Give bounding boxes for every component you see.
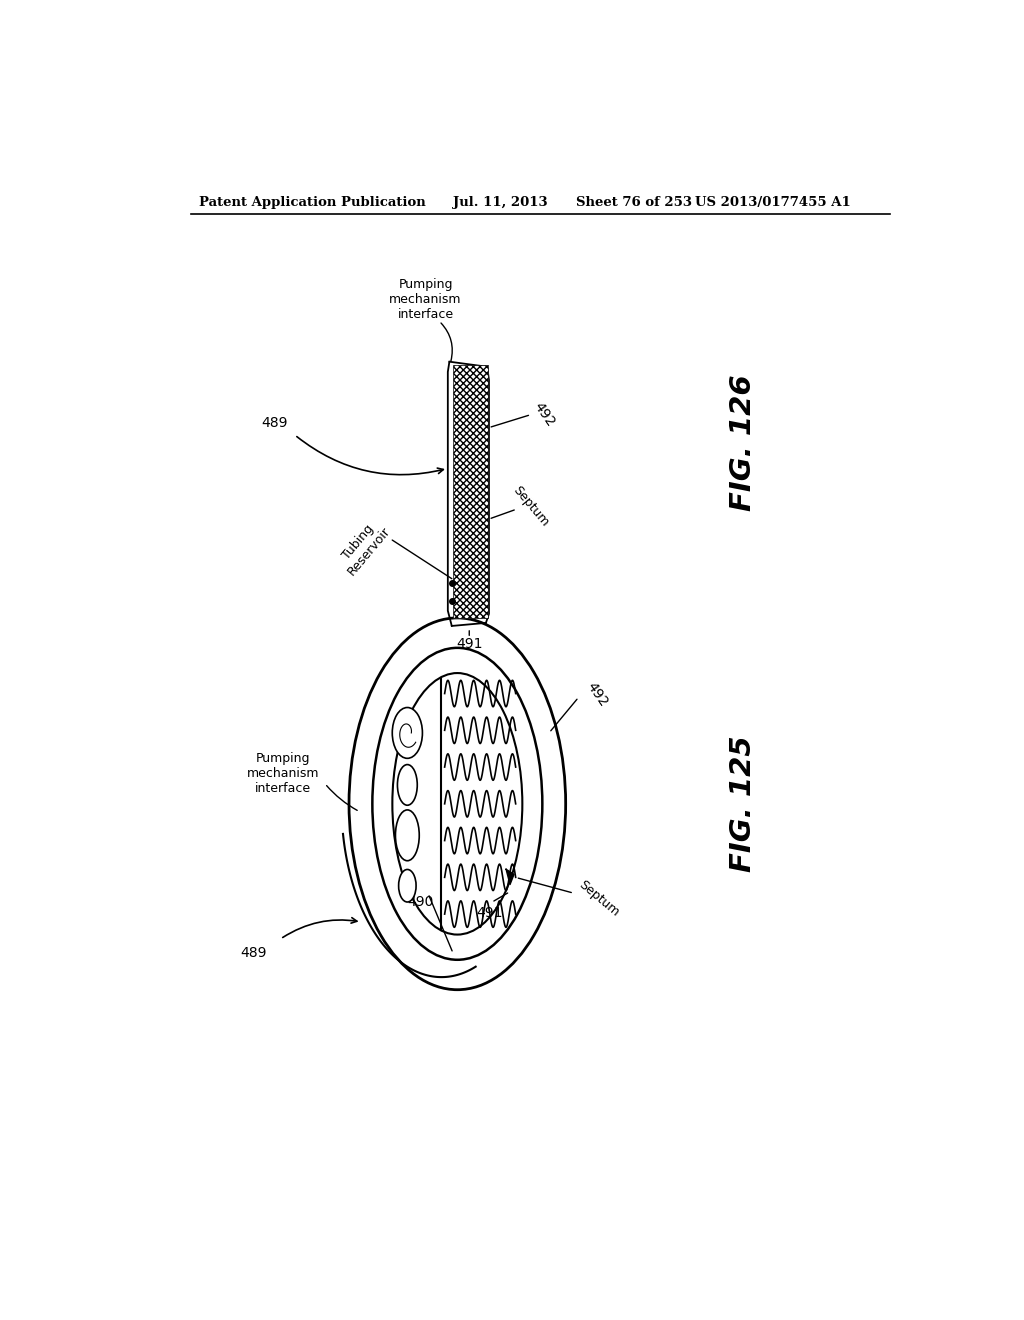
Text: 491: 491 — [476, 906, 503, 920]
Text: Pumping
mechanism
interface: Pumping mechanism interface — [247, 752, 319, 795]
Text: 492: 492 — [531, 400, 558, 429]
Ellipse shape — [349, 618, 565, 990]
Ellipse shape — [392, 708, 423, 758]
Text: Pumping
mechanism
interface: Pumping mechanism interface — [389, 279, 462, 321]
Ellipse shape — [398, 870, 416, 902]
Text: 490: 490 — [407, 895, 433, 909]
Text: FIG. 126: FIG. 126 — [729, 375, 757, 511]
Ellipse shape — [397, 764, 417, 805]
Ellipse shape — [392, 673, 522, 935]
Text: Septum: Septum — [511, 483, 552, 529]
Ellipse shape — [395, 810, 419, 861]
Text: Septum: Septum — [577, 878, 622, 919]
Text: FIG. 125: FIG. 125 — [729, 735, 757, 873]
Text: US 2013/0177455 A1: US 2013/0177455 A1 — [695, 195, 851, 209]
Text: Patent Application Publication: Patent Application Publication — [200, 195, 426, 209]
Polygon shape — [506, 870, 514, 884]
Text: 489: 489 — [261, 416, 288, 430]
Text: Sheet 76 of 253: Sheet 76 of 253 — [577, 195, 692, 209]
Ellipse shape — [373, 648, 543, 960]
Text: Tubing
Reservoir: Tubing Reservoir — [334, 515, 393, 578]
FancyBboxPatch shape — [454, 364, 488, 618]
Text: 489: 489 — [241, 946, 266, 960]
Text: 492: 492 — [584, 680, 610, 709]
Text: 491: 491 — [456, 638, 482, 651]
Text: Jul. 11, 2013: Jul. 11, 2013 — [454, 195, 548, 209]
